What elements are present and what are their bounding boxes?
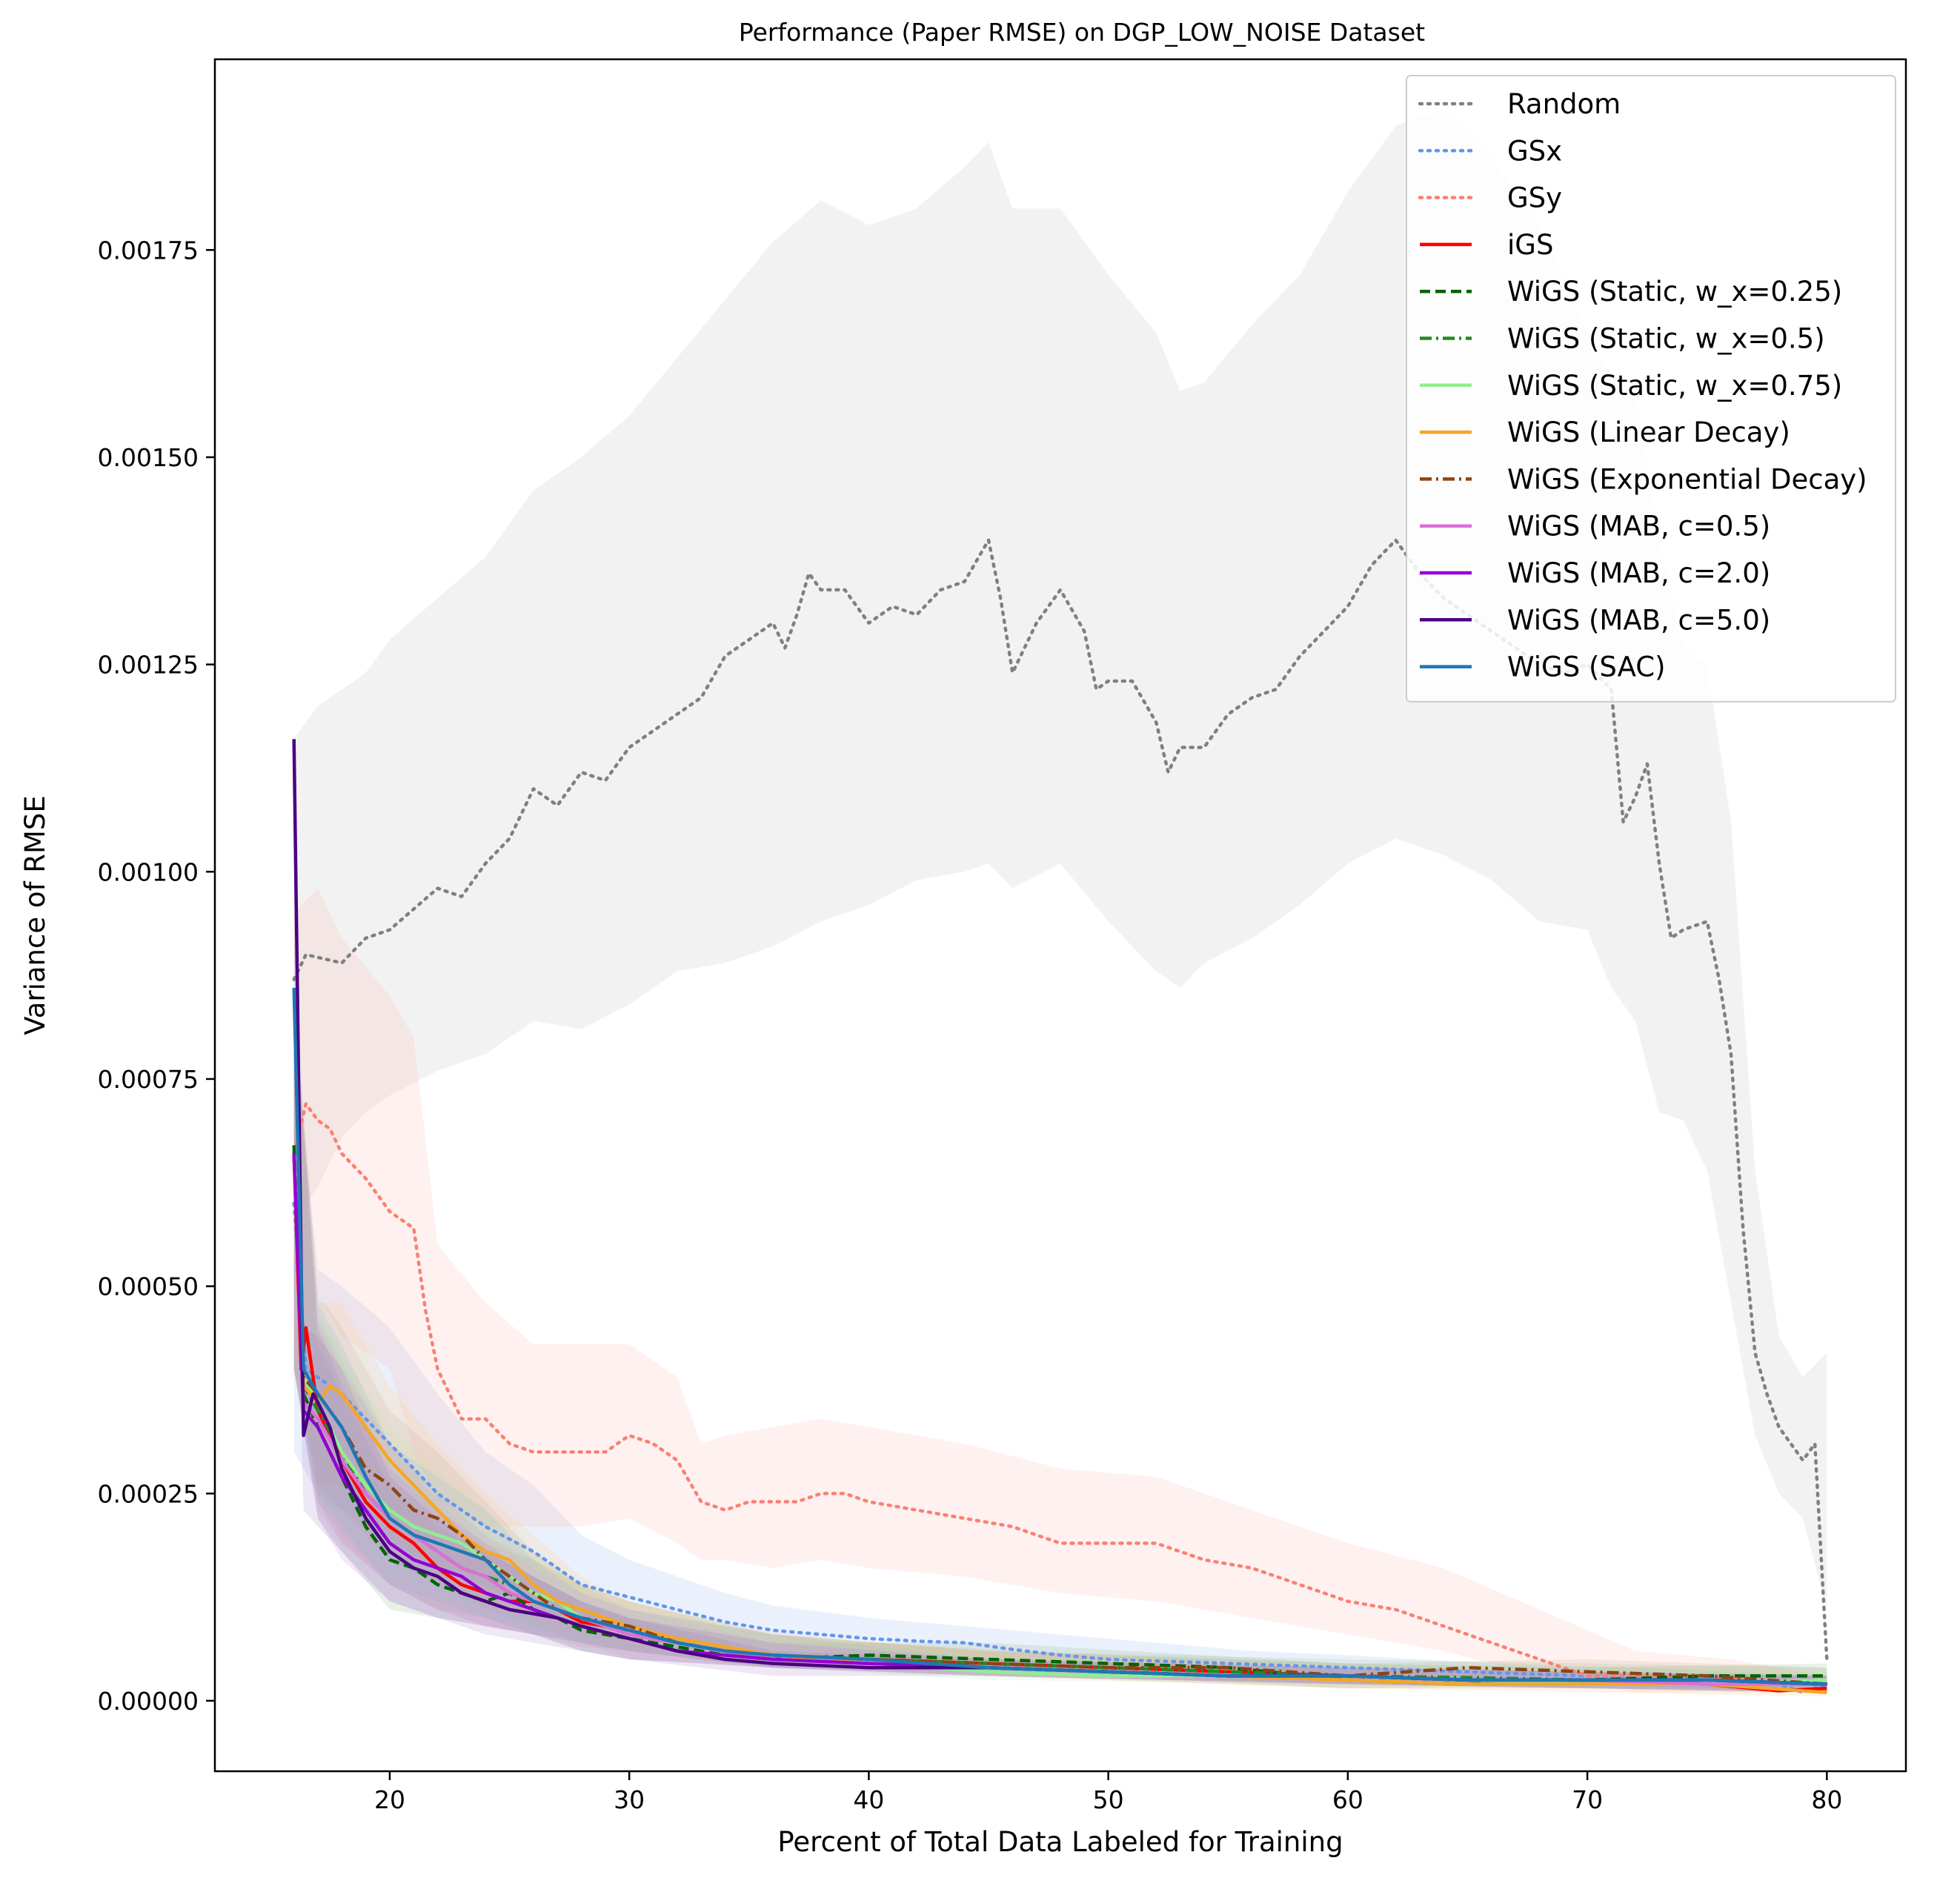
legend-label-igs: iGS — [1507, 229, 1553, 261]
legend-label-wigs-mab-c-5-0: WiGS (MAB, c=5.0) — [1507, 604, 1770, 636]
chart-title: Performance (Paper RMSE) on DGP_LOW_NOIS… — [739, 18, 1425, 47]
legend: Random GSx GSy iGS WiGS (Static, w_x=0.25) Wi… — [1406, 75, 1896, 703]
y-tick-label: 0.00125 — [98, 651, 199, 680]
band-gsy — [293, 888, 1827, 1693]
legend-label-wigs-static-w-x-0-5: WiGS (Static, w_x=0.5) — [1507, 323, 1825, 355]
band-wigs-static-w-x-0-25 — [293, 996, 1827, 1689]
x-tick-label: 70 — [1572, 1785, 1603, 1814]
legend-label-random: Random — [1507, 88, 1621, 120]
x-tick-label: 20 — [374, 1785, 405, 1814]
series-line-random — [292, 538, 1829, 1662]
legend-label-wigs-linear-decay: WiGS (Linear Decay) — [1507, 416, 1790, 448]
y-tick-label: 0.00000 — [98, 1687, 199, 1716]
legend-label-wigs-mab-c-0-5: WiGS (MAB, c=0.5) — [1507, 511, 1770, 542]
x-tick-label: 30 — [614, 1785, 645, 1814]
x-tick-label: 80 — [1811, 1785, 1842, 1814]
y-axis: 0.00000 0.00025 0.00050 0.00075 0.00100 0.001… — [98, 236, 215, 1716]
series-lines — [292, 538, 1829, 1694]
x-tick-label: 40 — [853, 1785, 884, 1814]
y-tick-label: 0.00050 — [98, 1272, 199, 1301]
x-tick-label: 50 — [1093, 1785, 1124, 1814]
legend-label-wigs-mab-c-2-0: WiGS (MAB, c=2.0) — [1507, 557, 1770, 589]
y-tick-label: 0.00025 — [98, 1479, 199, 1508]
x-tick-label: 60 — [1332, 1785, 1363, 1814]
legend-label-wigs-exponential-decay: WiGS (Exponential Decay) — [1507, 463, 1867, 495]
y-tick-label: 0.00150 — [98, 443, 199, 472]
y-tick-label: 0.00175 — [98, 236, 199, 265]
legend-box — [1406, 75, 1896, 703]
legend-label-wigs-static-w-x-0-25: WiGS (Static, w_x=0.25) — [1507, 276, 1842, 308]
band-wigs-mab-c-5-0 — [293, 739, 1827, 1693]
series-line-wigs-sac — [292, 987, 1827, 1686]
legend-label-wigs-static-w-x-0-75: WiGS (Static, w_x=0.75) — [1507, 370, 1842, 402]
y-axis-label: Variance of RMSE — [19, 795, 51, 1035]
series-line-wigs-linear-decay — [292, 1153, 1827, 1694]
series-line-gsy — [292, 1102, 1829, 1686]
legend-label-gsx: GSx — [1507, 135, 1562, 167]
x-axis: 20 30 40 50 60 70 80 — [374, 1771, 1842, 1814]
x-axis-label: Percent of Total Data Labeled for Traini… — [777, 1826, 1343, 1858]
plot-frame — [213, 58, 1907, 1773]
y-tick-label: 0.00075 — [98, 1065, 199, 1094]
legend-label-wigs-sac: WiGS (SAC) — [1507, 651, 1666, 683]
legend-label-gsy: GSy — [1507, 182, 1562, 214]
y-tick-label: 0.00100 — [98, 857, 199, 886]
